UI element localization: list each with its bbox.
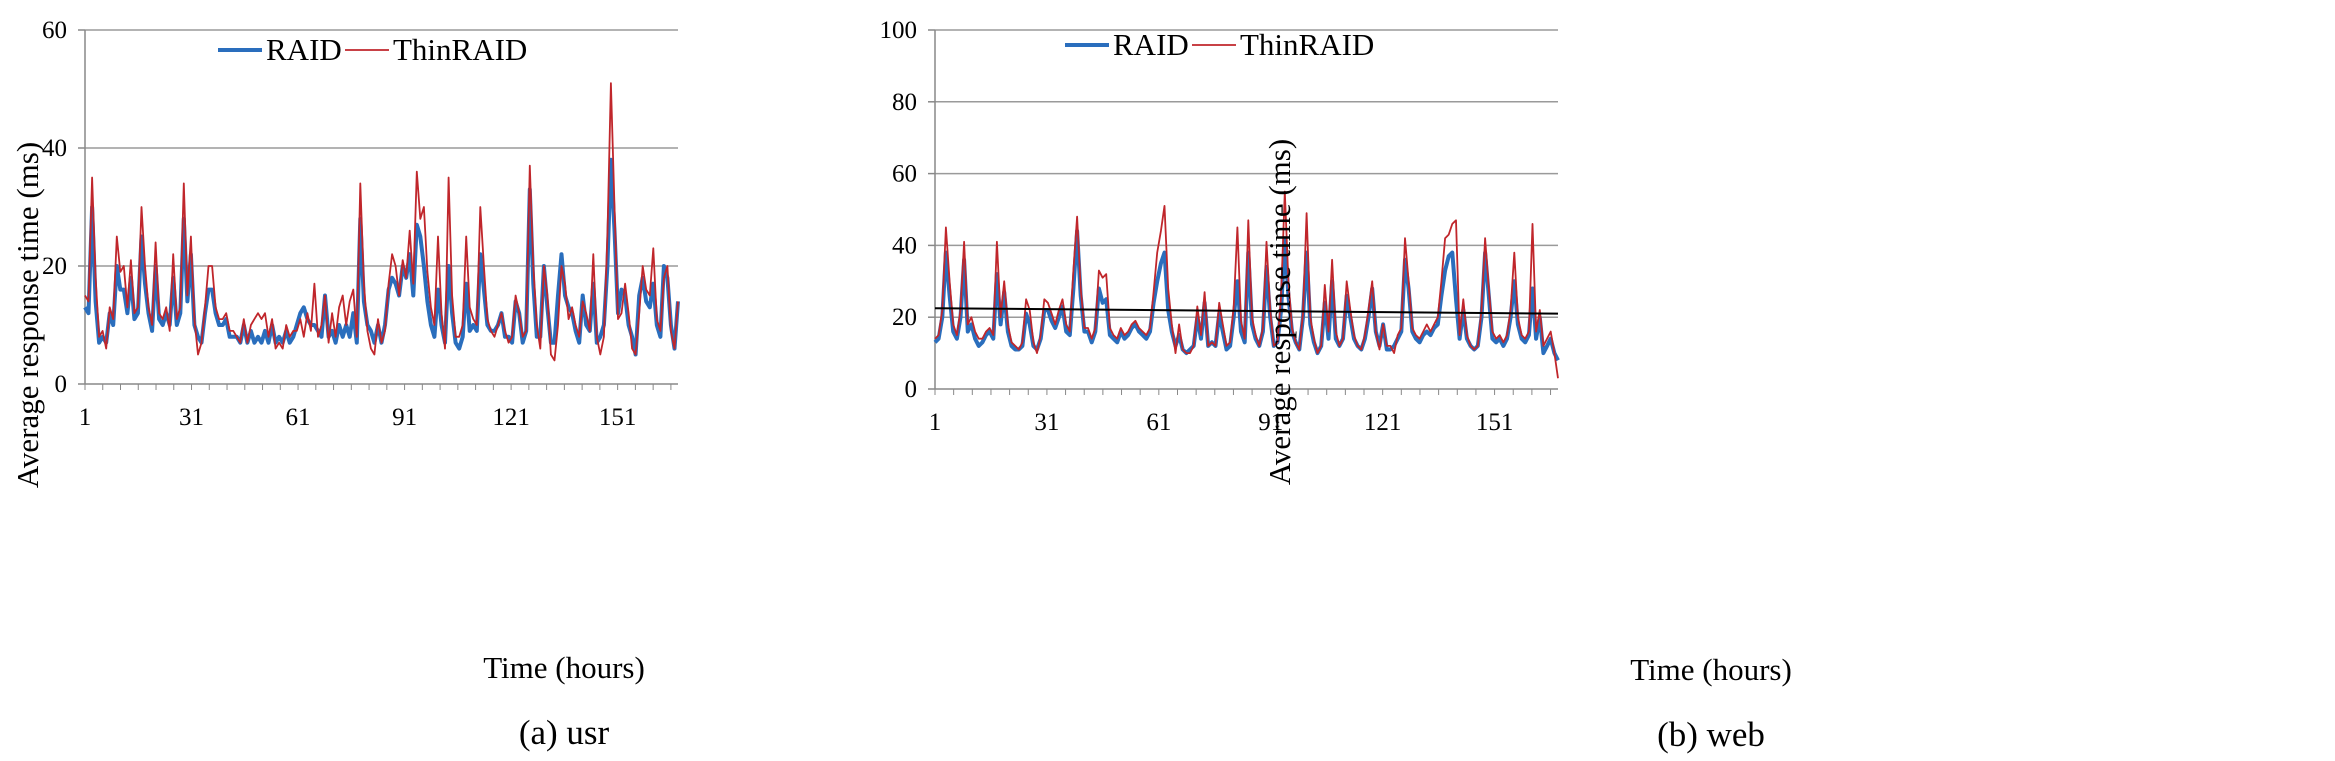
x-tick-label-usr-121: 121 [492,404,530,431]
ticks-web: 0 20 40 60 80 100 1 31 61 91 121 151 [880,17,1514,436]
series-usr [83,82,680,362]
series-line-usr-thinraid [84,82,679,362]
y-tick-label-web-80: 80 [892,89,917,116]
axes-usr [78,29,678,390]
x-tick-label-usr-61: 61 [286,404,311,431]
x-axis-label-usr: Time (hours) [483,650,645,685]
legend-label-usr-raid: RAID [266,32,342,67]
chart-web: 0 20 40 60 80 100 1 31 61 91 121 151 RAID ThinRAID T… [880,17,1792,754]
legend-usr: RAID ThinRAID [218,32,527,67]
grid-usr [85,29,678,267]
x-tick-label-usr-151: 151 [599,404,637,431]
ticks-usr: 0 20 40 60 1 31 61 91 121 151 [42,17,636,431]
series-line-web-thinraid [934,190,1559,379]
x-tick-label-usr-31: 31 [179,404,204,431]
caption-usr: (a) usr [519,713,610,752]
x-tick-label-web-91: 91 [1258,409,1283,436]
y-tick-label-web-0: 0 [905,376,918,403]
trendline-web [934,307,1559,315]
y-axis-label-web: Average response time (ms) [1262,139,1297,485]
y-tick-label-usr-60: 60 [42,17,67,44]
axes-web [928,29,1558,395]
legend-web: RAID ThinRAID [1065,27,1374,62]
y-tick-label-web-60: 60 [892,161,917,188]
y-tick-label-web-100: 100 [880,17,918,44]
x-tick-label-web-61: 61 [1146,409,1171,436]
y-tick-label-web-40: 40 [892,232,917,259]
y-tick-label-web-20: 20 [892,304,917,331]
x-tick-label-usr-1: 1 [79,404,92,431]
x-tick-label-usr-91: 91 [392,404,417,431]
legend-label-web-raid: RAID [1113,27,1189,62]
x-tick-label-web-31: 31 [1034,409,1059,436]
x-tick-label-web-1: 1 [929,409,942,436]
legend-label-usr-thinraid: ThinRAID [393,32,527,67]
caption-web: (b) web [1657,715,1765,754]
legend-label-web-thinraid: ThinRAID [1240,27,1374,62]
x-tick-label-web-121: 121 [1364,409,1402,436]
y-axis-label-usr: Average response time (ms) [10,142,45,488]
y-tick-label-usr-0: 0 [55,371,68,398]
y-tick-label-usr-20: 20 [42,253,67,280]
chart-usr: 0 20 40 60 1 31 61 91 121 151 RAID ThinRAID Time (… [10,17,680,752]
x-tick-label-web-151: 151 [1476,409,1514,436]
y-tick-label-usr-40: 40 [42,135,67,162]
series-web [933,190,1560,379]
x-axis-label-web: Time (hours) [1630,652,1792,687]
